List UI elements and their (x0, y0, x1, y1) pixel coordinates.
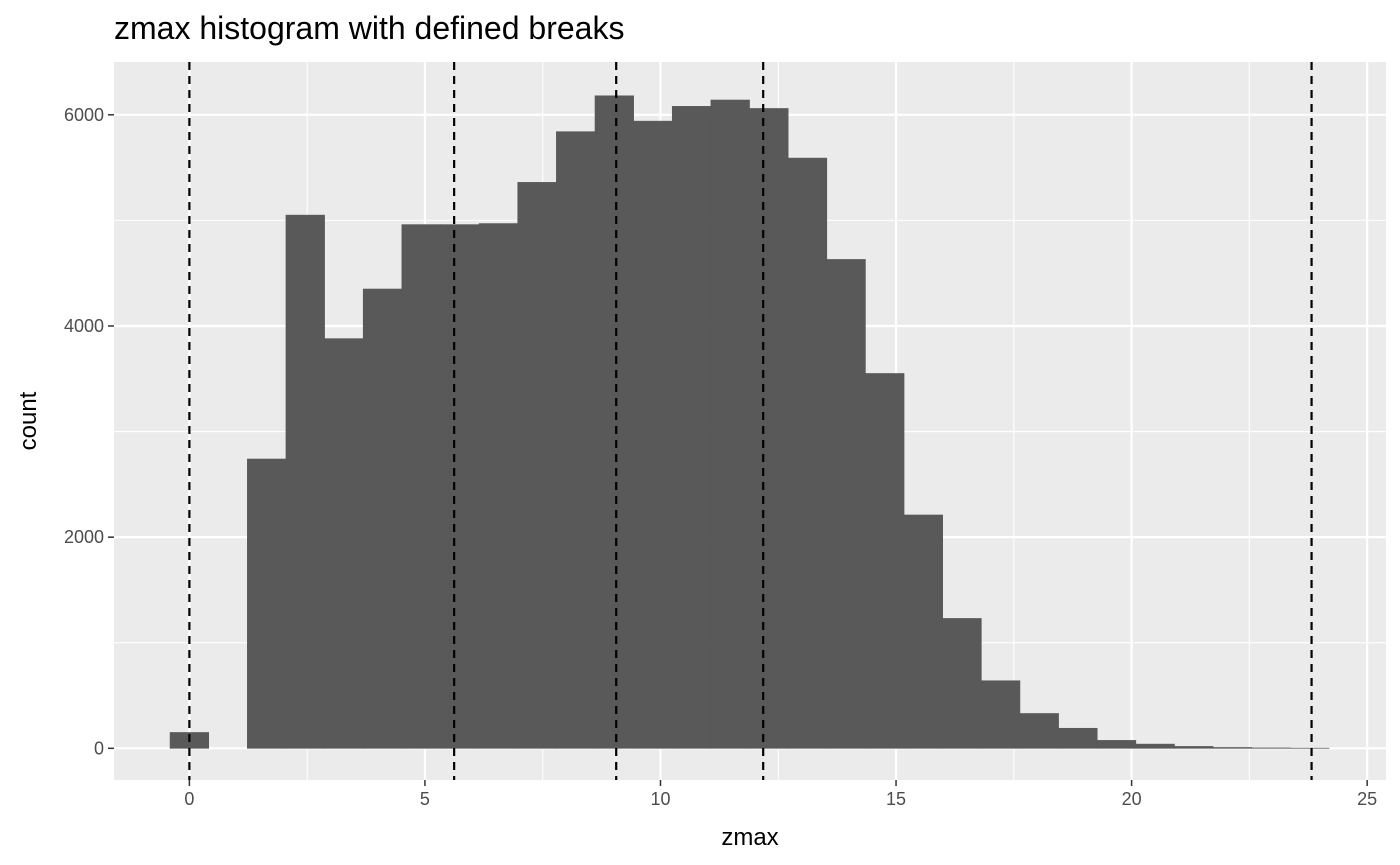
histogram-bar (285, 214, 325, 749)
histogram-bar (517, 182, 557, 749)
y-tick-label: 6000 (64, 105, 104, 125)
histogram-bar (710, 99, 750, 749)
x-axis: 0 5 10 15 20 25 (184, 780, 1377, 809)
histogram-bars (169, 95, 1330, 749)
histogram-bar (324, 338, 364, 749)
break-lines (188, 62, 1313, 780)
histogram-bar (1019, 713, 1059, 749)
histogram-bar (1174, 746, 1214, 749)
x-tick-label: 15 (886, 789, 906, 809)
x-tick-label: 0 (184, 789, 194, 809)
histogram-bar (633, 120, 673, 749)
histogram-bar (556, 131, 596, 749)
chart-title: zmax histogram with defined breaks (114, 10, 624, 46)
y-axis-title: count (15, 391, 42, 450)
x-axis-title: zmax (721, 824, 778, 851)
histogram-bar (981, 680, 1021, 749)
histogram-bar (942, 618, 982, 749)
histogram-bar (1096, 740, 1137, 749)
histogram-bar (787, 157, 828, 749)
y-axis: 0 2000 4000 6000 (64, 105, 114, 758)
histogram-bar (749, 108, 789, 749)
histogram-bar (1058, 727, 1098, 749)
y-tick-label: 2000 (64, 527, 104, 547)
histogram-bar (594, 95, 634, 749)
histogram-bar (362, 288, 403, 749)
histogram-bar (478, 223, 519, 749)
x-tick-label: 10 (650, 789, 670, 809)
histogram-bar (1135, 743, 1175, 749)
x-tick-label: 5 (420, 789, 430, 809)
x-tick-label: 25 (1357, 789, 1377, 809)
histogram-bar (440, 224, 480, 749)
histogram-bar (1212, 747, 1253, 749)
histogram-bar (247, 458, 287, 749)
y-tick-label: 0 (94, 738, 104, 758)
histogram-bar (671, 106, 712, 749)
histogram-bar (903, 514, 943, 749)
histogram-bar (826, 259, 866, 749)
histogram-bar (401, 224, 441, 749)
y-tick-label: 4000 (64, 316, 104, 336)
histogram-bar (865, 373, 905, 749)
x-tick-label: 20 (1122, 789, 1142, 809)
